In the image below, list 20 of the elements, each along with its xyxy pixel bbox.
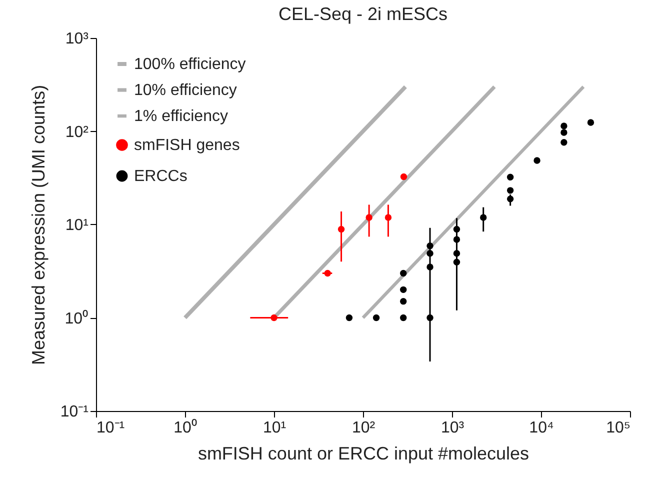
chart-title: CEL-Seq - 2i mESCs <box>278 4 448 24</box>
x-axis-title: smFISH count or ERCC input #molecules <box>198 444 530 464</box>
legend-label: ERCCs <box>134 168 188 185</box>
legend-label: smFISH genes <box>134 137 240 154</box>
y-tick-label: 10¹ <box>65 217 88 234</box>
legend-label: 10% efficiency <box>134 82 237 99</box>
x-tick-label: 10⁴ <box>529 420 554 436</box>
y-axis-title: Measured expression (UMI counts) <box>28 84 48 366</box>
y-tick-label: 10⁰ <box>64 309 88 328</box>
y-tick-label: 10³ <box>65 30 90 48</box>
x-tick-label: 10³ <box>440 420 465 436</box>
x-tick-label: 10² <box>352 420 376 436</box>
y-tick-label: 10⁻¹ <box>60 404 88 420</box>
x-tick-label: 10⁰ <box>174 418 198 436</box>
legend-label: 100% efficiency <box>134 56 246 73</box>
x-tick-label: 10⁵ <box>606 420 630 436</box>
x-tick-label: 10¹ <box>262 420 286 436</box>
y-tick-label: 10² <box>65 124 90 141</box>
legend-label: 1% efficiency <box>134 108 228 125</box>
x-tick-label: 10⁻¹ <box>96 420 125 436</box>
